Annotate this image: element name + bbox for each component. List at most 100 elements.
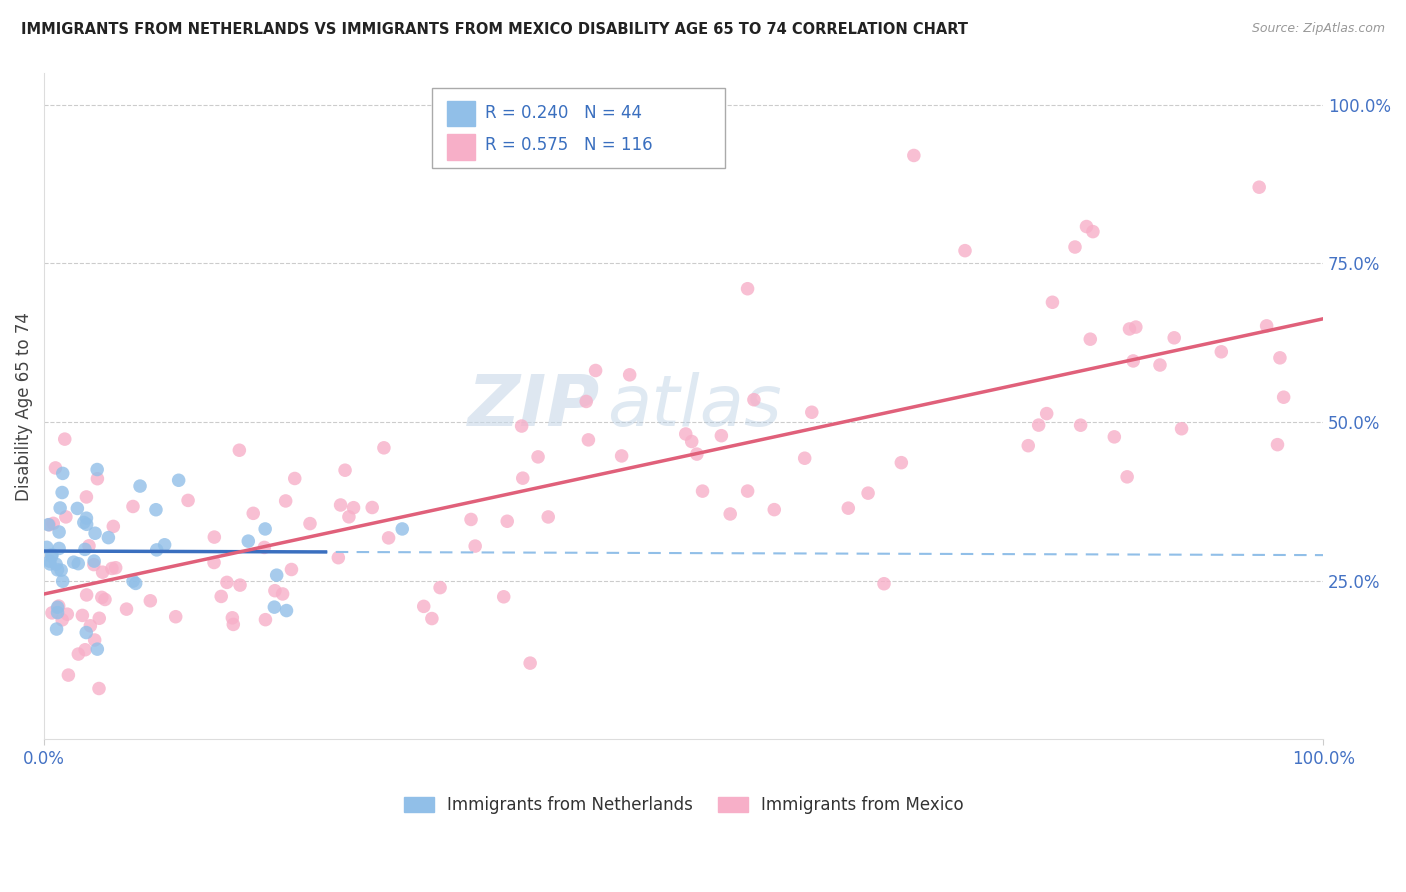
Point [153, 538, 176, 552]
Point [1028, 418, 1050, 433]
Point [264, 583, 287, 598]
Point [41, 606, 63, 620]
Point [271, 587, 294, 601]
Point [44, 461, 66, 475]
Point [373, 441, 395, 455]
Point [202, 530, 225, 544]
Point [177, 493, 200, 508]
Point [1256, 318, 1278, 333]
Point [1017, 439, 1039, 453]
Point [86, 642, 108, 657]
Point [145, 542, 167, 557]
Point [492, 590, 515, 604]
Legend: Immigrants from Netherlands, Immigrants from Mexico: Immigrants from Netherlands, Immigrants … [395, 788, 972, 822]
Point [228, 443, 250, 458]
Point [129, 479, 152, 493]
Point [737, 484, 759, 499]
Point [38, 517, 60, 532]
Point [280, 562, 302, 576]
Point [585, 363, 607, 377]
Point [1042, 295, 1064, 310]
Point [165, 609, 187, 624]
Point [420, 611, 443, 625]
Point [1249, 180, 1271, 194]
Point [41, 548, 63, 562]
Point [610, 449, 633, 463]
Point [1149, 358, 1171, 372]
Point [337, 509, 360, 524]
Point [692, 484, 714, 499]
Point [527, 450, 550, 464]
Point [51, 485, 73, 500]
Point [856, 486, 879, 500]
Point [79, 619, 101, 633]
Point [221, 611, 243, 625]
Point [124, 576, 146, 591]
Text: R = 0.575   N = 116: R = 0.575 N = 116 [485, 136, 652, 154]
Point [86, 472, 108, 486]
Point [58, 668, 80, 682]
Point [52, 574, 75, 589]
Point [51, 613, 73, 627]
Point [46, 606, 69, 620]
Point [742, 392, 765, 407]
Point [238, 534, 260, 549]
Point [73, 542, 96, 557]
Point [46, 563, 69, 577]
Point [737, 282, 759, 296]
Point [793, 451, 815, 466]
Point [1170, 422, 1192, 436]
Point [75, 490, 97, 504]
Point [254, 613, 277, 627]
Point [361, 500, 384, 515]
Text: IMMIGRANTS FROM NETHERLANDS VS IMMIGRANTS FROM MEXICO DISABILITY AGE 65 TO 74 CO: IMMIGRANTS FROM NETHERLANDS VS IMMIGRANT… [21, 22, 969, 37]
Point [145, 502, 167, 516]
Point [342, 500, 364, 515]
Point [253, 541, 276, 555]
Point [73, 516, 96, 530]
Point [575, 394, 598, 409]
Point [686, 447, 709, 461]
Point [45, 558, 67, 572]
Point [619, 368, 641, 382]
Point [209, 590, 232, 604]
Point [460, 512, 482, 526]
Point [519, 656, 541, 670]
Bar [447, 101, 475, 127]
Point [464, 539, 486, 553]
Point [510, 419, 533, 434]
Point [1076, 219, 1098, 234]
Point [1035, 407, 1057, 421]
Point [83, 558, 105, 572]
Point [66, 501, 89, 516]
Point [77, 539, 100, 553]
Point [48, 541, 70, 556]
Point [39, 557, 62, 571]
Point [675, 427, 697, 442]
Point [333, 463, 356, 477]
Point [55, 509, 77, 524]
Point [229, 578, 252, 592]
Point [276, 603, 298, 617]
Point [1163, 331, 1185, 345]
Point [72, 608, 94, 623]
Point [139, 594, 162, 608]
Point [122, 500, 145, 514]
Point [496, 514, 519, 528]
Point [62, 555, 84, 569]
Point [222, 617, 245, 632]
Point [953, 244, 976, 258]
Point [254, 522, 277, 536]
Point [48, 599, 70, 613]
Point [263, 600, 285, 615]
Point [576, 433, 599, 447]
Point [76, 588, 98, 602]
Point [83, 632, 105, 647]
Y-axis label: Disability Age 65 to 74: Disability Age 65 to 74 [15, 311, 32, 500]
Point [718, 507, 741, 521]
Point [1268, 351, 1291, 365]
Point [284, 471, 307, 485]
Point [94, 592, 117, 607]
Point [67, 647, 90, 661]
Point [837, 501, 859, 516]
